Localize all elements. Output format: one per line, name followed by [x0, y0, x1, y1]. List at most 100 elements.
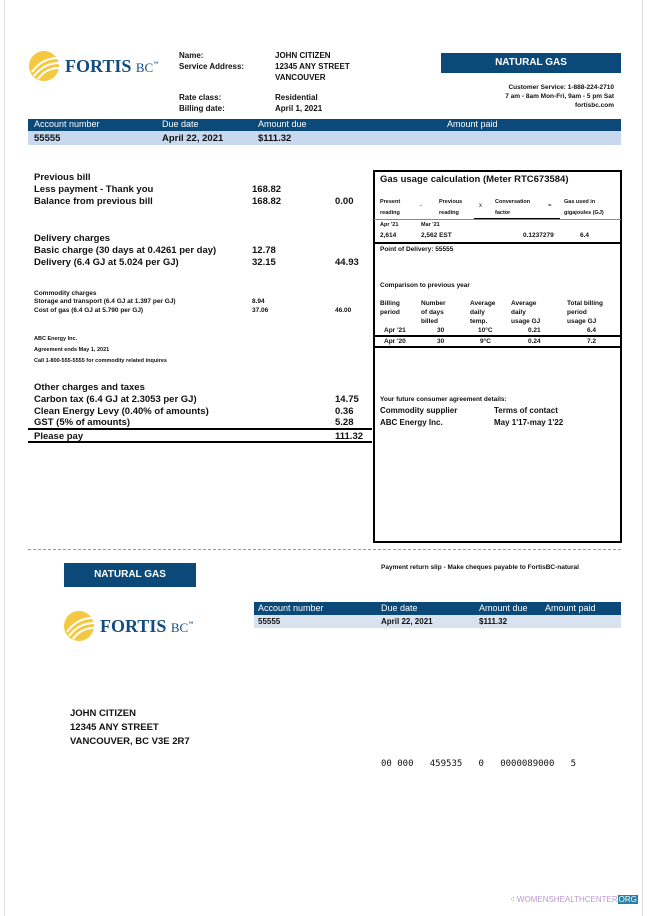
slip-due-date: April 22, 2021: [381, 617, 433, 626]
hdr-factor: Conversation factor: [495, 199, 531, 216]
cost-of-gas-label: Cost of gas (6.4 GJ at 5.790 per GJ): [34, 307, 144, 314]
carbon-tax-label: Carbon tax (6.4 GJ at 2.3053 per GJ): [34, 394, 197, 405]
col-temp: Average daily temp.: [470, 300, 496, 325]
divider: [374, 219, 621, 220]
gst-label: GST (5% of amounts): [34, 417, 131, 428]
address-line1: 12345 ANY STREET: [275, 62, 350, 71]
slip-summary-header: Account number Due date Amount due Amoun…: [254, 602, 621, 615]
logo-sun-icon: [29, 51, 60, 81]
commodity-supplier: ABC Energy Inc.: [380, 418, 443, 427]
comparison-title: Comparison to previous year: [380, 282, 470, 289]
col-usage: Average daily usage GJ: [511, 300, 541, 325]
previous-date: Mar '21: [421, 222, 440, 228]
balance-label: Balance from previous bill: [34, 196, 153, 207]
slip-service-badge: NATURAL GAS: [64, 563, 196, 587]
col-total: Total billing period usage GJ: [567, 300, 603, 325]
col-billing-period: Billing period: [380, 300, 400, 316]
divider: [474, 218, 560, 220]
present-date: Apr '21: [380, 222, 399, 228]
header-amount-due: Amount due: [258, 119, 307, 129]
header-due-date: Due date: [162, 119, 199, 129]
levy-label: Clean Energy Levy (0.40% of amounts): [34, 406, 209, 417]
hours: 7 am - 8am Mon-Fri, 9am - 5 pm Sat: [505, 93, 614, 100]
commodity-label: Commodity charges: [34, 290, 97, 297]
delivery-total: 44.93: [335, 257, 359, 268]
contract-terms: May 1'17-may 1'22: [494, 418, 564, 427]
summary-header: Account number Due date Amount due Amoun…: [28, 119, 621, 131]
customer-name: JOHN CITIZEN: [275, 51, 331, 60]
amount-due: $111.32: [258, 133, 292, 144]
balance-amount: 168.82: [252, 196, 282, 207]
bill-page: [4, 0, 643, 916]
conversion-factor: 0.1237279: [523, 232, 554, 239]
times-sign: x: [479, 203, 482, 209]
slip-account-number: 55555: [258, 617, 281, 626]
please-pay-label: Please pay: [34, 431, 84, 442]
phone: Customer Service: 1-888-224-2710: [508, 84, 614, 91]
balance-total: 0.00: [335, 196, 354, 207]
less-payment-label: Less payment - Thank you: [34, 184, 154, 195]
address-label: Service Address:: [179, 62, 245, 71]
rate-class-label: Rate class:: [179, 93, 222, 102]
minus-sign: -: [420, 203, 422, 209]
watermark-dots-icon: ⁖: [510, 895, 517, 904]
delivery-label: Delivery (6.4 GJ at 5.024 per GJ): [34, 257, 179, 268]
present-reading: 2,614: [380, 232, 397, 239]
cost-of-gas-amount: 37.06: [252, 307, 269, 314]
rate-class: Residential: [275, 93, 318, 102]
supplier-phone: Call 1-800-555-5555 for commodity relate…: [34, 358, 167, 364]
billing-date-label: Billing date:: [179, 104, 225, 113]
header-amount-paid: Amount paid: [447, 119, 498, 129]
divider: [28, 441, 372, 443]
header-account: Account number: [34, 119, 100, 129]
basic-charge-amount: 12.78: [252, 245, 276, 256]
previous-bill-label: Previous bill: [34, 172, 91, 183]
hdr-previous: Previous reading: [439, 199, 463, 216]
storage-amount: 8.94: [252, 298, 265, 305]
terms-label: Terms of contact: [494, 406, 558, 415]
tear-line: [28, 549, 621, 550]
less-payment-amount: 168.82: [252, 184, 282, 195]
website[interactable]: fortisbc.com: [574, 102, 614, 109]
commodity-supplier-label: Commodity supplier: [380, 406, 458, 415]
divider: [28, 428, 372, 430]
previous-reading: 2,562 EST: [421, 232, 452, 239]
carbon-tax-amount: 14.75: [335, 394, 359, 405]
usage-title: Gas usage calculation (Meter RTC673584): [380, 174, 569, 185]
contact-info: Customer Service: 1-888-224-2710 7 am - …: [505, 83, 614, 110]
fortis-logo-slip: FORTIS BC™: [63, 610, 193, 642]
gst-amount: 5.28: [335, 417, 354, 428]
fortis-logo: FORTIS BC™: [28, 50, 158, 82]
equals-sign: =: [548, 203, 552, 209]
slip-note: Payment return slip - Make cheques payab…: [381, 564, 579, 571]
supplier-name: ABC Energy Inc.: [34, 336, 78, 342]
basic-charge-label: Basic charge (30 days at 0.4261 per day): [34, 245, 217, 256]
please-pay-amount: 111.32: [335, 431, 364, 442]
hdr-gj: Gas used in gigajoules (GJ): [564, 199, 604, 216]
divider: [374, 242, 621, 244]
due-date: April 22, 2021: [162, 133, 224, 144]
service-badge: NATURAL GAS: [441, 53, 621, 73]
commodity-total: 46.00: [335, 307, 352, 314]
summary-row: 55555 April 22, 2021 $111.32: [28, 131, 621, 145]
watermark: ⁖ WOMENSHEALTHCENTERORG: [510, 895, 638, 904]
slip-amount-due: $111.32: [479, 617, 508, 626]
address-line2: VANCOUVER: [275, 73, 326, 82]
point-of-delivery: Point of Delivery: 55555: [380, 246, 454, 253]
billing-date: April 1, 2021: [275, 104, 323, 113]
mailing-address: JOHN CITIZEN 12345 ANY STREET VANCOUVER, B…: [70, 708, 190, 747]
account-number: 55555: [34, 133, 61, 144]
payment-code: 00 000 459535 0 0000089000 5: [381, 759, 577, 769]
storage-label: Storage and transport (6.4 GJ at 1.397 p…: [34, 298, 176, 305]
usage-box: [373, 170, 622, 543]
gj-used: 6.4: [580, 232, 590, 239]
name-label: Name:: [179, 51, 204, 60]
future-agreement-title: Your future consumer agreement details:: [380, 396, 507, 403]
other-charges-label: Other charges and taxes: [34, 382, 145, 393]
logo-sun-icon: [64, 611, 95, 641]
col-days: Number of days billed: [421, 300, 446, 325]
slip-summary-row: 55555 April 22, 2021 $111.32: [254, 615, 621, 628]
hdr-present: Present reading: [380, 199, 401, 216]
agreement-end: Agreement ends May 1, 2021: [34, 347, 110, 353]
levy-amount: 0.36: [335, 406, 354, 417]
